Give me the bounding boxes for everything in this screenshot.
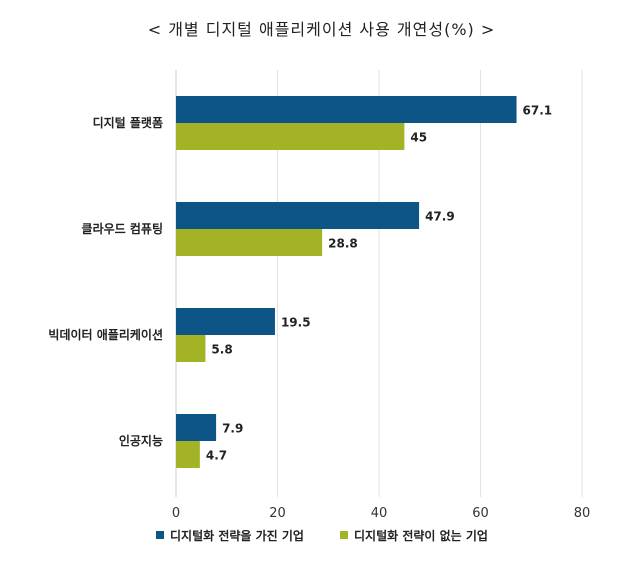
x-tick-label: 80	[574, 506, 591, 521]
data-label: 4.7	[206, 449, 227, 463]
category-label: 인공지능	[119, 433, 163, 448]
legend-label: 디지털화 전략이 없는 기업	[354, 528, 488, 543]
data-label: 19.5	[281, 316, 311, 330]
x-tick-label: 40	[371, 506, 388, 521]
data-label: 7.9	[222, 422, 243, 436]
data-label: 47.9	[425, 210, 455, 224]
data-label: 28.8	[328, 237, 358, 251]
category-label: 빅데이터 애플리케이션	[48, 327, 163, 342]
x-tick-label: 60	[472, 506, 489, 521]
bar	[176, 229, 323, 256]
category-label: 디지털 플랫폼	[93, 115, 163, 130]
legend-swatch	[156, 531, 164, 539]
x-tick-label: 0	[172, 506, 180, 521]
legend-label: 디지털화 전략을 가진 기업	[170, 528, 304, 543]
bar	[176, 202, 420, 229]
x-tick-label: 20	[269, 506, 286, 521]
bar	[176, 308, 275, 335]
bar	[176, 123, 405, 150]
chart-title: < 개별 디지털 애플리케이션 사용 개연성(%) >	[147, 20, 496, 39]
legend-swatch	[340, 531, 348, 539]
data-label: 45	[410, 131, 427, 145]
bar	[176, 441, 200, 468]
data-label: 5.8	[211, 343, 232, 357]
category-label: 클라우드 컴퓨팅	[82, 221, 163, 236]
data-label: 67.1	[523, 104, 553, 118]
bar	[176, 414, 217, 441]
bar	[176, 96, 517, 123]
bar	[176, 335, 206, 362]
